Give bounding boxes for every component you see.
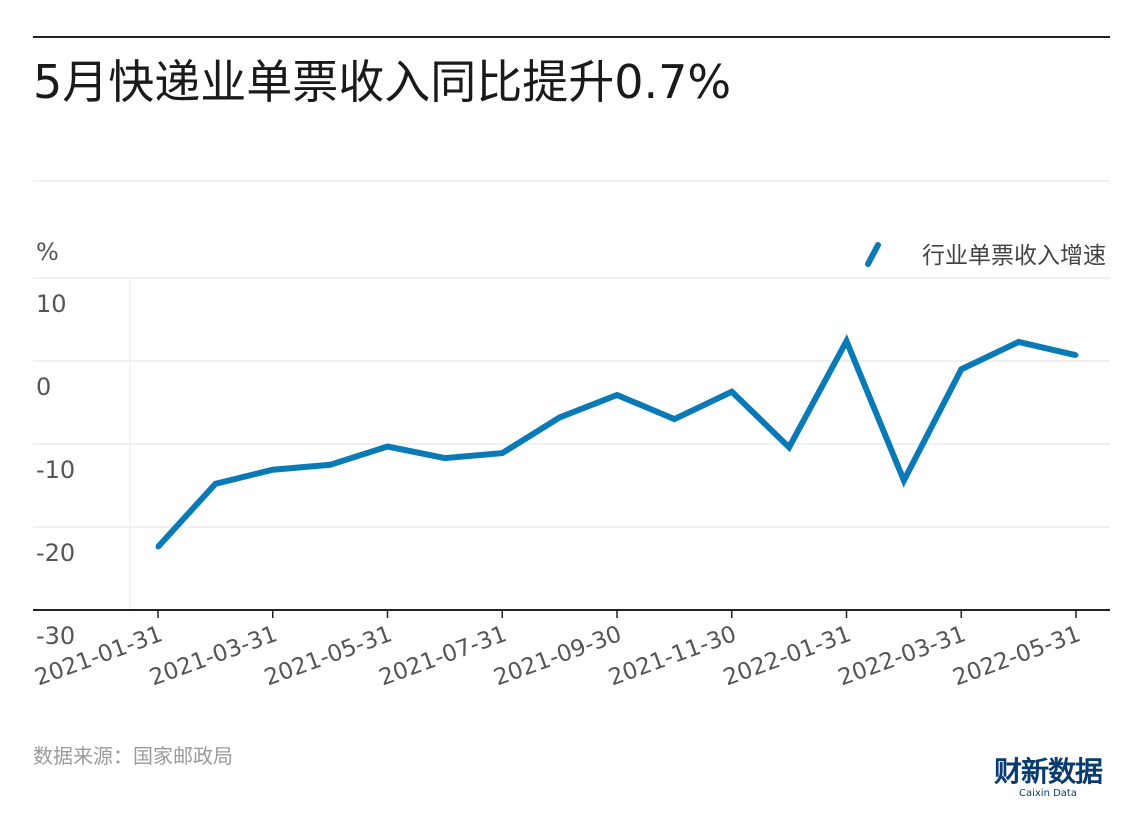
series-layer: [155, 334, 1079, 550]
top-rule: [33, 36, 1110, 38]
data-point: [270, 467, 276, 473]
y-tick-label: -30: [36, 622, 75, 650]
brand-logo: 财新数据 Caixin Data: [986, 756, 1110, 800]
x-tick-label: 2021-07-31: [376, 621, 511, 691]
grid: [33, 277, 1110, 610]
legend-label: 行业单票收入增速: [922, 243, 1106, 269]
y-axis-unit: %: [36, 238, 59, 266]
data-point: [786, 444, 792, 450]
data-point: [844, 338, 849, 344]
data-point: [1016, 339, 1022, 345]
x-tick-label: 2021-03-31: [146, 621, 281, 691]
data-point: [901, 478, 907, 484]
data-point: [671, 416, 677, 422]
x-tick-label: 2022-03-31: [835, 621, 970, 691]
x-tick-label: 2021-11-30: [605, 621, 740, 691]
data-point: [729, 389, 735, 395]
data-point: [614, 392, 620, 398]
y-tick-label: 0: [36, 373, 51, 401]
data-point: [155, 544, 161, 550]
data-point: [442, 455, 448, 461]
x-tick-label: 2022-01-31: [720, 621, 855, 691]
legend: 行业单票收入增速: [865, 242, 1106, 269]
data-point: [1073, 352, 1079, 358]
x-tick-label: 2021-05-31: [261, 621, 396, 691]
x-tick-label: 2021-09-30: [491, 621, 626, 691]
brand-subtitle: Caixin Data: [1019, 788, 1077, 799]
y-axis-ticks: 10 0 -10 -20 -30%: [36, 238, 75, 650]
y-tick-label: 10: [36, 290, 67, 318]
x-axis: 2021-01-312021-03-312021-05-312021-07-31…: [32, 609, 1110, 691]
data-point: [557, 414, 563, 420]
y-tick-label: -10: [36, 456, 75, 484]
data-point: [385, 443, 390, 449]
x-tick-label: 2022-05-31: [950, 621, 1085, 691]
chart-title: 5月快递业单票收入同比提升0.7%: [33, 55, 732, 109]
data-point: [212, 481, 218, 487]
legend-swatch: [865, 242, 881, 267]
brand-name: 财新数据: [993, 755, 1103, 788]
data-point: [327, 462, 333, 468]
data-point: [499, 450, 505, 456]
source-note: 数据来源：国家邮政局: [33, 744, 233, 768]
y-tick-label: -20: [36, 539, 75, 567]
data-point: [958, 366, 964, 372]
